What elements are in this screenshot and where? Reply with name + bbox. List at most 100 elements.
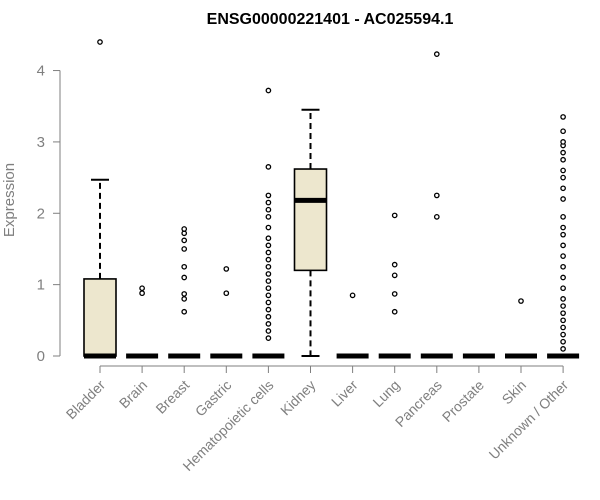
- outlier-point: [560, 242, 566, 249]
- box-group: [252, 87, 285, 359]
- outlier-point: [181, 274, 188, 281]
- y-tick-label: 1: [37, 277, 45, 294]
- outlier-point: [560, 274, 566, 281]
- outlier-point: [560, 310, 566, 317]
- outlier-point: [391, 272, 398, 279]
- outlier-point: [139, 285, 145, 292]
- outlier-point: [265, 335, 272, 342]
- outlier-point: [560, 231, 566, 238]
- outlier-point: [391, 291, 398, 297]
- outlier-point: [560, 167, 566, 174]
- outlier-point: [265, 328, 272, 334]
- box-group: [547, 114, 580, 359]
- outlier-point: [265, 256, 272, 263]
- outlier-point: [265, 235, 272, 242]
- y-axis: 0 1 2 3 4: [37, 63, 61, 365]
- outlier-point: [560, 346, 566, 352]
- outlier-point: [181, 226, 188, 232]
- outlier-point: [560, 114, 566, 120]
- outlier-point: [181, 246, 188, 252]
- outlier-point: [560, 174, 566, 181]
- outlier-point: [265, 306, 272, 313]
- box-group: [83, 39, 117, 359]
- outlier-point: [560, 331, 566, 338]
- outlier-point: [560, 128, 566, 135]
- outlier-point: [265, 299, 272, 306]
- outlier-point: [97, 39, 103, 45]
- outlier-point: [139, 290, 145, 297]
- box-group: [420, 51, 453, 359]
- outlier-point: [265, 263, 272, 270]
- outlier-point: [265, 249, 272, 256]
- outlier-point: [265, 213, 272, 220]
- outlier-point: [181, 291, 188, 297]
- outlier-point: [560, 185, 566, 192]
- box-group: [378, 212, 411, 359]
- outlier-point: [265, 199, 272, 206]
- box-group: [168, 226, 201, 359]
- outlier-point: [391, 212, 398, 219]
- outlier-point: [265, 87, 272, 94]
- box-group: [126, 285, 159, 359]
- x-tick-label: Lung: [369, 377, 402, 410]
- outlier-point: [391, 308, 398, 315]
- chart-title: ENSG00000221401 - AC025594.1: [207, 11, 454, 28]
- outlier-point: [560, 324, 566, 331]
- y-tick-label: 2: [37, 205, 45, 222]
- outlier-point: [560, 303, 566, 309]
- outlier-point: [223, 266, 230, 272]
- outlier-point: [433, 192, 440, 199]
- x-tick-label: Liver: [328, 377, 361, 410]
- outlier-point: [265, 285, 272, 292]
- box-group: [210, 266, 243, 359]
- x-tick-label: Skin: [499, 377, 530, 408]
- outlier-point: [349, 292, 356, 299]
- outlier-point: [391, 261, 398, 268]
- outlier-point: [560, 338, 566, 345]
- outlier-point: [265, 313, 272, 320]
- box: [83, 278, 117, 357]
- outlier-point: [560, 224, 566, 231]
- x-tick-label: Brain: [116, 377, 150, 411]
- y-tick-label: 0: [37, 348, 45, 365]
- box-group: [336, 292, 369, 359]
- outlier-point: [433, 51, 440, 57]
- outlier-point: [265, 271, 272, 277]
- outlier-point: [560, 253, 566, 259]
- y-tick-label: 4: [37, 63, 45, 80]
- outlier-point: [265, 278, 272, 284]
- box-group: [505, 298, 537, 359]
- y-tick-label: 3: [37, 134, 45, 151]
- outlier-point: [265, 206, 272, 213]
- outlier-point: [433, 213, 440, 220]
- outlier-point: [265, 292, 272, 299]
- box-group: [293, 108, 328, 357]
- outlier-point: [518, 298, 524, 304]
- outlier-point: [560, 296, 566, 302]
- y-axis-label: Expression: [1, 163, 18, 237]
- outlier-point: [560, 317, 566, 324]
- x-tick-label: Prostate: [439, 377, 487, 425]
- outlier-point: [560, 149, 566, 156]
- x-tick-label: Unknown / Other: [486, 377, 572, 463]
- x-tick-label: Pancreas: [392, 377, 445, 430]
- outlier-point: [181, 308, 188, 315]
- outlier-point: [223, 290, 230, 297]
- outlier-point: [265, 224, 272, 231]
- x-tick-label: Kidney: [277, 377, 319, 419]
- outlier-point: [560, 263, 566, 270]
- outlier-point: [560, 285, 566, 292]
- outlier-point: [265, 242, 272, 249]
- outlier-point: [181, 263, 188, 270]
- outlier-point: [560, 156, 566, 163]
- outlier-point: [265, 192, 272, 199]
- x-tick-label: Breast: [152, 377, 192, 417]
- boxes: [83, 39, 580, 359]
- outlier-point: [181, 296, 188, 302]
- outlier-point: [265, 321, 272, 327]
- outlier-point: [265, 164, 272, 170]
- outlier-point: [560, 196, 566, 202]
- outlier-point: [181, 237, 188, 244]
